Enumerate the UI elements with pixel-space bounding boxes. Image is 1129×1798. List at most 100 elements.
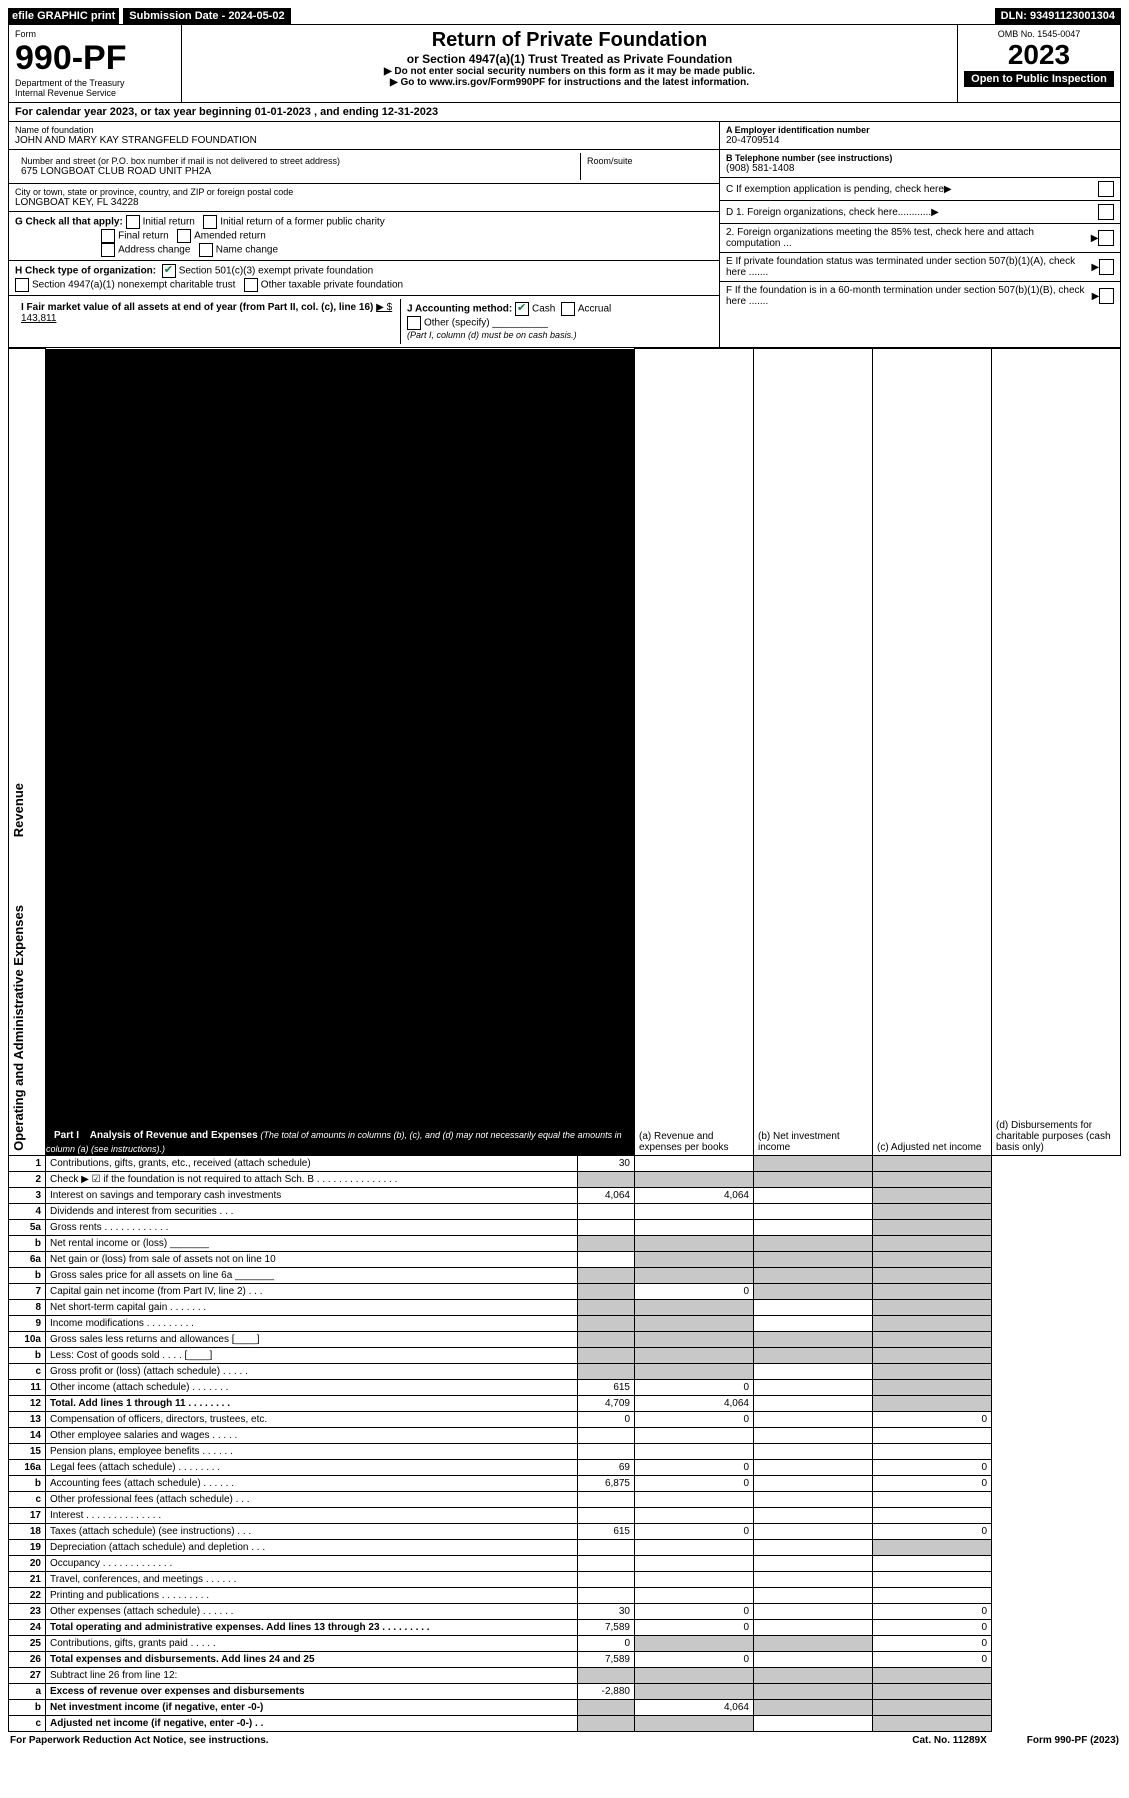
table-row: bLess: Cost of goods sold . . . . [____]	[9, 1348, 1121, 1364]
line-label: Gross sales price for all assets on line…	[46, 1268, 578, 1284]
line-label: Contributions, gifts, grants, etc., rece…	[46, 1156, 578, 1172]
table-row: 2Check ▶ ☑ if the foundation is not requ…	[9, 1172, 1121, 1188]
line-number: 7	[9, 1284, 46, 1300]
line-label: Gross rents . . . . . . . . . . . .	[46, 1220, 578, 1236]
chk-initial-former[interactable]	[203, 215, 217, 229]
line-number: 24	[9, 1620, 46, 1636]
open-public: Open to Public Inspection	[964, 71, 1114, 87]
table-row: bGross sales price for all assets on lin…	[9, 1268, 1121, 1284]
line-number: a	[9, 1684, 46, 1700]
table-row: cGross profit or (loss) (attach schedule…	[9, 1364, 1121, 1380]
line-number: 4	[9, 1204, 46, 1220]
telephone: (908) 581-1408	[726, 163, 1114, 174]
chk-final[interactable]	[101, 229, 115, 243]
table-row: 22Printing and publications . . . . . . …	[9, 1588, 1121, 1604]
line-label: Interest on savings and temporary cash i…	[46, 1188, 578, 1204]
line-number: 21	[9, 1572, 46, 1588]
chk-cash[interactable]	[515, 302, 529, 316]
part1-title: Analysis of Revenue and Expenses	[90, 1130, 258, 1141]
table-row: aExcess of revenue over expenses and dis…	[9, 1684, 1121, 1700]
part1-table: Revenue Operating and Administrative Exp…	[8, 348, 1121, 1732]
line-label: Contributions, gifts, grants paid . . . …	[46, 1636, 578, 1652]
chk-4947[interactable]	[15, 278, 29, 292]
chk-d2[interactable]	[1098, 230, 1114, 246]
dln: DLN: 93491123001304	[995, 8, 1121, 24]
line-label: Net short-term capital gain . . . . . . …	[46, 1300, 578, 1316]
chk-501c3[interactable]	[162, 264, 176, 278]
j-note: (Part I, column (d) must be on cash basi…	[407, 330, 577, 340]
table-row: 18Taxes (attach schedule) (see instructi…	[9, 1524, 1121, 1540]
line-label: Excess of revenue over expenses and disb…	[46, 1684, 578, 1700]
dept: Department of the Treasury	[15, 78, 175, 88]
chk-initial[interactable]	[126, 215, 140, 229]
c-note: C If exemption application is pending, c…	[726, 184, 944, 195]
chk-d1[interactable]	[1098, 204, 1114, 220]
line-number: 14	[9, 1428, 46, 1444]
line-number: 22	[9, 1588, 46, 1604]
line-number: 15	[9, 1444, 46, 1460]
table-row: 14Other employee salaries and wages . . …	[9, 1428, 1121, 1444]
irs: Internal Revenue Service	[15, 88, 175, 98]
part1-tag: Part I	[46, 1127, 87, 1144]
line-label: Dividends and interest from securities .…	[46, 1204, 578, 1220]
table-row: 27Subtract line 26 from line 12:	[9, 1668, 1121, 1684]
efile-label: efile GRAPHIC print	[8, 8, 119, 24]
line-label: Depreciation (attach schedule) and deple…	[46, 1540, 578, 1556]
line-label: Other employee salaries and wages . . . …	[46, 1428, 578, 1444]
line-number: 27	[9, 1668, 46, 1684]
line-number: 20	[9, 1556, 46, 1572]
line-label: Income modifications . . . . . . . . .	[46, 1316, 578, 1332]
table-row: bAccounting fees (attach schedule) . . .…	[9, 1476, 1121, 1492]
table-row: 3Interest on savings and temporary cash …	[9, 1188, 1121, 1204]
line-number: 18	[9, 1524, 46, 1540]
line-number: 17	[9, 1508, 46, 1524]
line-number: b	[9, 1348, 46, 1364]
form-label: Form	[15, 29, 175, 39]
g-label: G Check all that apply:	[15, 217, 123, 228]
table-row: 20Occupancy . . . . . . . . . . . . .	[9, 1556, 1121, 1572]
chk-address[interactable]	[101, 243, 115, 257]
chk-accrual[interactable]	[561, 302, 575, 316]
line-label: Capital gain net income (from Part IV, l…	[46, 1284, 578, 1300]
line-number: c	[9, 1364, 46, 1380]
footer-left: For Paperwork Reduction Act Notice, see …	[10, 1735, 269, 1746]
chk-other-method[interactable]	[407, 316, 421, 330]
table-row: 8Net short-term capital gain . . . . . .…	[9, 1300, 1121, 1316]
table-row: 15Pension plans, employee benefits . . .…	[9, 1444, 1121, 1460]
d1-note: D 1. Foreign organizations, check here..…	[726, 207, 931, 218]
line-label: Pension plans, employee benefits . . . .…	[46, 1444, 578, 1460]
form-title: Return of Private Foundation	[188, 29, 951, 52]
line-label: Accounting fees (attach schedule) . . . …	[46, 1476, 578, 1492]
chk-f[interactable]	[1099, 288, 1114, 304]
chk-name[interactable]	[199, 243, 213, 257]
col-c-head: (c) Adjusted net income	[873, 349, 992, 1156]
table-row: bNet rental income or (loss) _______	[9, 1236, 1121, 1252]
table-row: 19Depreciation (attach schedule) and dep…	[9, 1540, 1121, 1556]
form-number: 990-PF	[15, 39, 175, 78]
chk-e[interactable]	[1099, 259, 1114, 275]
line-number: b	[9, 1700, 46, 1716]
col-b-head: (b) Net investment income	[754, 349, 873, 1156]
city-label: City or town, state or province, country…	[15, 187, 713, 197]
line-label: Check ▶ ☑ if the foundation is not requi…	[46, 1172, 578, 1188]
line-label: Other expenses (attach schedule) . . . .…	[46, 1604, 578, 1620]
line-label: Printing and publications . . . . . . . …	[46, 1588, 578, 1604]
chk-other-tax[interactable]	[244, 278, 258, 292]
tel-label: B Telephone number (see instructions)	[726, 153, 1114, 163]
line-label: Net investment income (if negative, ente…	[46, 1700, 578, 1716]
table-row: 4Dividends and interest from securities …	[9, 1204, 1121, 1220]
j-label: J Accounting method:	[407, 304, 512, 315]
chk-amended[interactable]	[177, 229, 191, 243]
table-row: 10aGross sales less returns and allowanc…	[9, 1332, 1121, 1348]
line-number: c	[9, 1716, 46, 1732]
line-number: 26	[9, 1652, 46, 1668]
line-label: Taxes (attach schedule) (see instruction…	[46, 1524, 578, 1540]
line-number: 16a	[9, 1460, 46, 1476]
chk-c[interactable]	[1098, 181, 1114, 197]
line-number: 25	[9, 1636, 46, 1652]
table-row: cAdjusted net income (if negative, enter…	[9, 1716, 1121, 1732]
line-number: 8	[9, 1300, 46, 1316]
table-row: 23Other expenses (attach schedule) . . .…	[9, 1604, 1121, 1620]
line-label: Other professional fees (attach schedule…	[46, 1492, 578, 1508]
table-row: 9Income modifications . . . . . . . . .	[9, 1316, 1121, 1332]
